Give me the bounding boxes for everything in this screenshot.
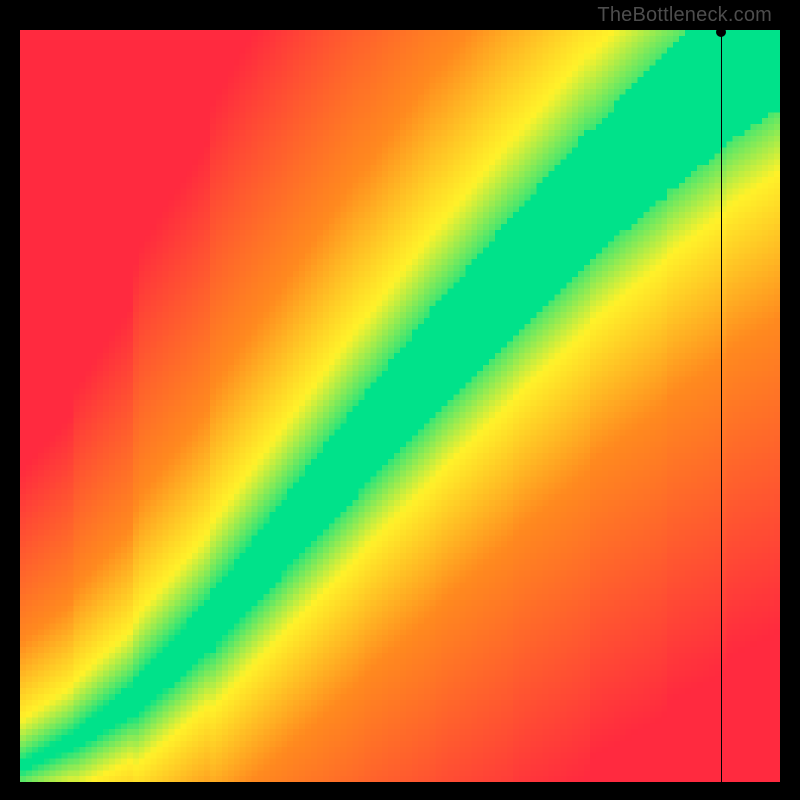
bottleneck-heatmap xyxy=(20,30,780,782)
attribution-text: TheBottleneck.com xyxy=(597,4,772,27)
selection-vertical-line xyxy=(721,30,722,782)
heatmap-canvas xyxy=(20,30,780,782)
selection-marker-dot xyxy=(716,27,726,37)
